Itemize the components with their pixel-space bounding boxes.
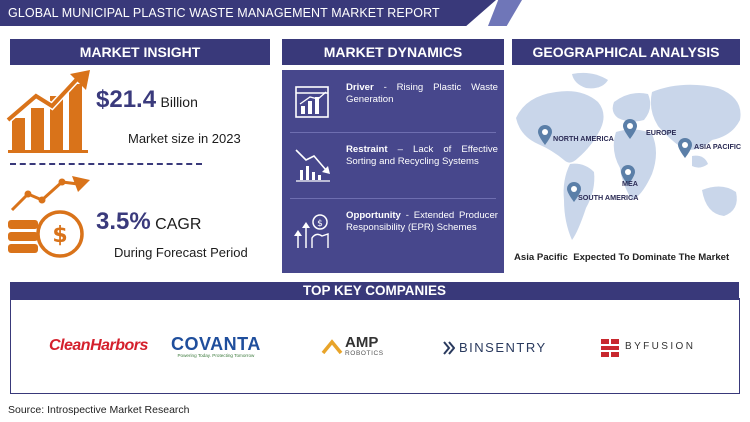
money-growth-icon: $ — [8, 176, 90, 258]
cagr-unit: CAGR — [155, 216, 202, 233]
region-south-america: SOUTH AMERICA — [578, 193, 639, 202]
market-size-value: $21.4 — [96, 86, 157, 113]
opportunity-item: $ Opportunity - Extended Producer Respon… — [290, 208, 498, 266]
covanta-logo: COVANTA Powering Today. Protecting Tomor… — [171, 334, 261, 358]
svg-text:$: $ — [52, 223, 67, 248]
binsentry-mark-icon — [443, 341, 455, 355]
companies-panel: TOP KEY COMPANIES CleanHarbors COVANTA P… — [10, 282, 740, 394]
market-size-caption: Market size in 2023 — [128, 131, 241, 146]
region-mea: MEA — [622, 179, 638, 188]
market-dynamics-heading: MARKET DYNAMICS — [282, 39, 504, 65]
market-size-unit: Billion — [160, 94, 198, 110]
banner-accent — [488, 0, 522, 26]
region-europe: EUROPE — [646, 128, 677, 137]
north-america-pin-icon — [538, 125, 552, 145]
region-asia-pacific: ASIA PACIFIC — [694, 142, 742, 151]
insight-divider — [10, 163, 202, 165]
asia-pacific-pin-icon — [678, 138, 692, 158]
amp-chevron-icon — [321, 339, 343, 355]
market-dynamics-panel: Driver - Rising Plastic Waste Generation… — [282, 70, 504, 273]
region-north-america: NORTH AMERICA — [553, 134, 614, 143]
opportunity-icon: $ — [294, 214, 329, 248]
growth-chart-icon — [6, 70, 90, 153]
opportunity-label: Opportunity — [346, 210, 401, 221]
opportunity-text: Opportunity - Extended Producer Responsi… — [346, 210, 498, 233]
svg-text:$: $ — [317, 219, 323, 229]
driver-text: Driver - Rising Plastic Waste Generation — [346, 82, 498, 105]
market-insight-heading: MARKET INSIGHT — [10, 39, 270, 65]
cagr-value: 3.5% — [96, 208, 151, 235]
decline-chart-icon — [295, 149, 330, 182]
dashboard-icon — [295, 86, 329, 118]
geo-caption: Asia Pacific Expected To Dominate The Ma… — [514, 252, 730, 263]
restraint-text: Restraint – Lack of Effective Sorting an… — [346, 144, 498, 167]
mea-pin-icon — [621, 165, 635, 185]
companies-heading: TOP KEY COMPANIES — [10, 282, 739, 300]
cagr-line: 3.5% CAGR — [96, 208, 201, 236]
world-map — [512, 72, 748, 248]
geographical-analysis-heading: GEOGRAPHICAL ANALYSIS — [512, 39, 740, 65]
dynamics-divider — [290, 132, 496, 133]
driver-item: Driver - Rising Plastic Waste Generation — [290, 80, 498, 138]
cagr-caption: During Forecast Period — [114, 245, 248, 260]
market-size-line: $21.4 Billion — [96, 86, 198, 114]
cleanharbors-logo: CleanHarbors — [49, 337, 148, 354]
restraint-label: Restraint — [346, 144, 388, 155]
source-note: Source: Introspective Market Research — [8, 404, 190, 416]
title-banner: GLOBAL MUNICIPAL PLASTIC WASTE MANAGEMEN… — [0, 0, 496, 26]
restraint-item: Restraint – Lack of Effective Sorting an… — [290, 142, 498, 200]
driver-label: Driver — [346, 82, 374, 93]
report-title: GLOBAL MUNICIPAL PLASTIC WASTE MANAGEMEN… — [8, 6, 440, 20]
europe-pin-icon — [623, 119, 637, 139]
dynamics-divider — [290, 198, 496, 199]
world-map-icon — [516, 72, 741, 240]
south-america-pin-icon — [567, 182, 581, 202]
byfusion-block-icon — [601, 339, 619, 357]
